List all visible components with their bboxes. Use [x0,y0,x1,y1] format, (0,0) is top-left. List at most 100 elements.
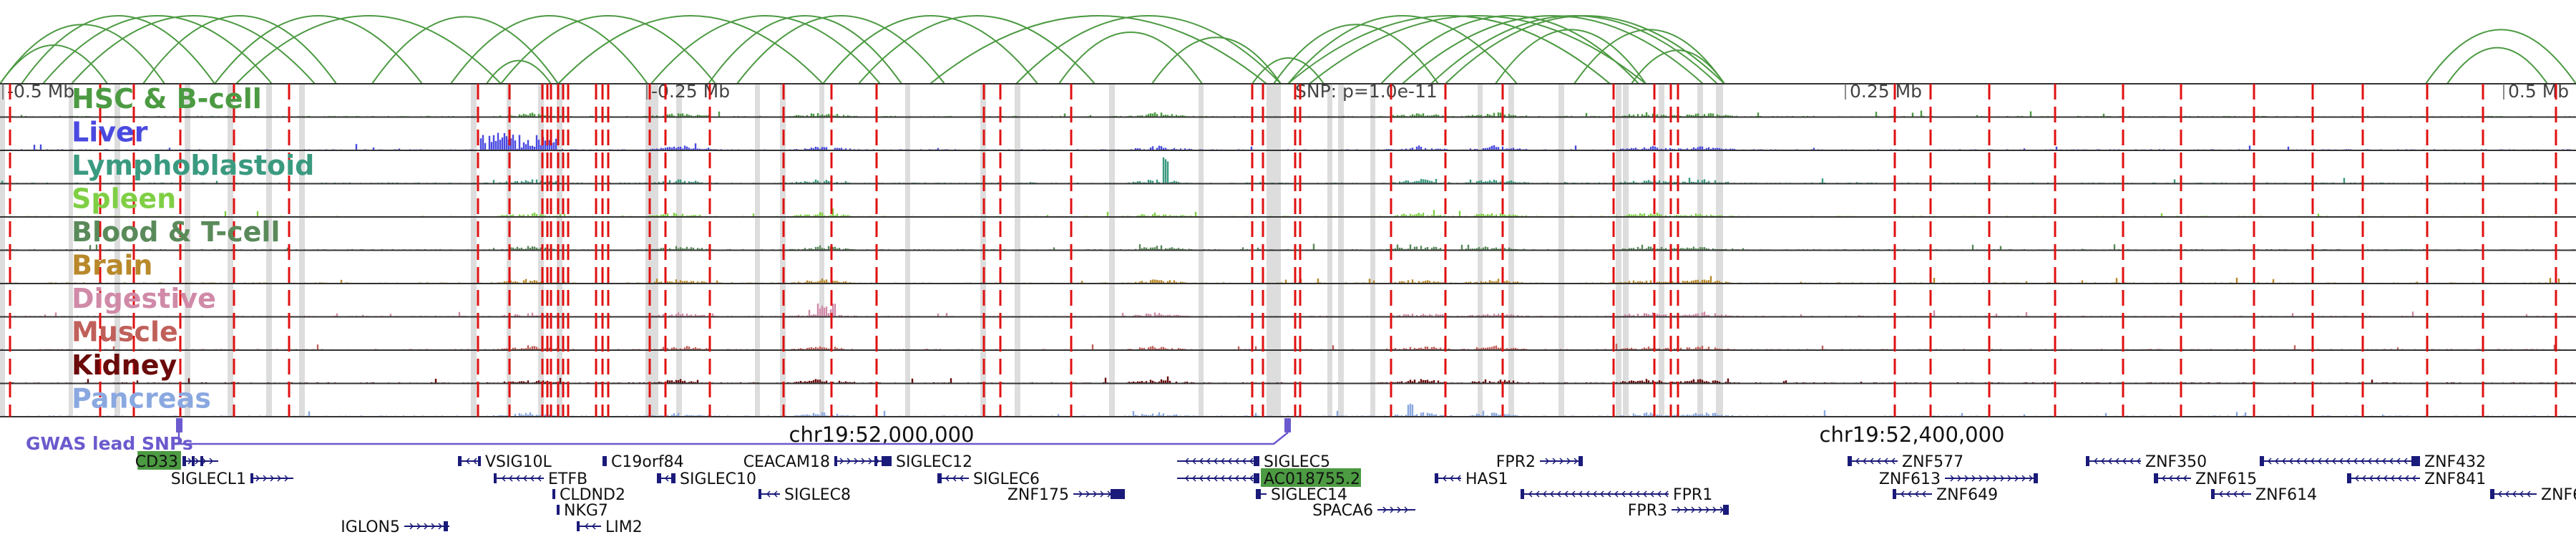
strand-arrow [1574,458,1579,465]
gene-siglec10[interactable]: SIGLEC10 [657,470,756,488]
strand-arrow [2376,475,2381,482]
strand-arrow [1191,458,1196,465]
strand-arrow [2324,458,2329,465]
gene-siglec8[interactable]: SIGLEC8 [758,486,851,504]
gene-znf649[interactable]: ZNF649 [1893,486,1998,504]
interaction-arc [1273,24,1439,84]
interaction-arc [930,15,1267,84]
gene-label: ZNF175 [1008,486,1069,504]
gene-label: NKG7 [564,502,608,520]
gene-label: CD33 [135,453,178,471]
gene-siglec6[interactable]: SIGLEC6 [937,470,1040,488]
gene-znf432[interactable]: ZNF432 [2260,453,2486,471]
strand-arrow [2281,458,2286,465]
gene-znf6[interactable]: ZNF6 [2490,486,2576,504]
strand-arrow [1691,506,1696,513]
gene-label: AC018755.2 [1264,470,1360,488]
gene-siglec14[interactable]: SIGLEC14 [1256,486,1347,504]
gene-fpr1[interactable]: FPR1 [1521,486,1712,504]
strand-arrow [2361,475,2366,482]
gene-lim2[interactable]: LIM2 [577,518,643,536]
gene-label: ZNF432 [2424,453,2486,471]
gwas-label: GWAS lead SNPs [26,433,193,454]
ruler-tick-label: 0.5 Mb [2508,81,2569,102]
gene-iglon5[interactable]: IGLON5 [341,518,449,536]
strand-arrow [2093,458,2098,465]
strand-arrow [2374,458,2379,465]
strand-arrow [2274,458,2279,465]
strand-arrow [2519,490,2524,498]
gene-siglec12[interactable]: SIGLEC12 [874,453,972,471]
strand-arrow [1862,458,1867,465]
strand-arrow [2411,475,2416,482]
gene-siglec5[interactable]: SIGLEC5 [1177,453,1330,471]
gene-fpr2[interactable]: FPR2 [1496,453,1583,471]
signal-track-1 [0,132,2575,150]
gene-label: SIGLEC8 [784,486,851,504]
exon [2490,489,2494,499]
gene-cldnd2[interactable]: CLDND2 [552,486,625,504]
gene-vsig10l[interactable]: VSIG10L [458,453,552,471]
strand-arrow [1914,490,1919,498]
strand-arrow [766,490,771,498]
interaction-arc [1574,29,1725,84]
strand-arrow [195,458,200,465]
strand-arrow [2233,490,2238,498]
strand-arrow [2368,475,2373,482]
strand-arrow [854,458,859,465]
gene-spaca6[interactable]: SPACA6 [1312,502,1415,520]
strand-arrow [2168,475,2173,482]
strand-arrow [591,523,596,530]
gene-znf613[interactable]: ZNF613 [1879,470,2038,488]
strand-arrow [1404,506,1409,513]
gene-znf614[interactable]: ZNF614 [2211,486,2317,504]
gene-znf841[interactable]: ZNF841 [2347,470,2486,488]
gene-has1[interactable]: HAS1 [1435,470,1508,488]
strand-arrow [1907,490,1912,498]
strand-arrow [1456,475,1461,482]
gene-znf350[interactable]: ZNF350 [2086,453,2207,471]
gene-fpr3[interactable]: FPR3 [1628,502,1729,520]
gene-c19orf84[interactable]: C19orf84 [602,453,684,471]
strand-arrow [1100,490,1105,498]
interaction-arc [1252,57,1324,84]
gene-znf615[interactable]: ZNF615 [2154,470,2257,488]
interaction-arc [1495,29,1646,84]
strand-arrow [1545,458,1550,465]
strand-arrow [508,475,513,482]
gene-etfb[interactable]: ETFB [494,470,587,488]
strand-arrow [1191,475,1196,482]
gene-label: VSIG10L [485,453,552,471]
gene-cd33[interactable]: CD33 [135,451,218,471]
gene-ceacam18[interactable]: CEACAM18 [743,453,887,471]
gene-ac018755.2[interactable]: AC018755.2 [1177,468,1361,488]
strand-arrow [2240,490,2245,498]
strand-arrow [515,475,520,482]
strand-arrow [1227,475,1232,482]
gwas-marker[interactable] [1284,418,1291,432]
interaction-arc [1309,15,1646,84]
exon [458,456,462,466]
gene-znf577[interactable]: ZNF577 [1848,453,1963,471]
strand-arrow [2107,458,2112,465]
strand-arrow [1869,458,1874,465]
strand-arrow [270,475,275,482]
track-label-5: Brain [72,250,152,281]
strand-arrow [263,475,268,482]
gene-siglecl1[interactable]: SIGLECL1 [171,470,293,488]
interaction-arc [1631,49,1725,84]
strand-arrow [1635,490,1640,498]
strand-arrow [1397,506,1402,513]
gwas-marker[interactable] [176,418,182,432]
track-label-3: Spleen [72,183,176,215]
gene-znf175[interactable]: ZNF175 [1008,486,1125,504]
exon [887,456,892,466]
gwas-lead-snps[interactable]: GWAS lead SNPs [26,418,1291,454]
strand-arrow [409,523,414,530]
strand-arrow [537,475,542,482]
gene-highlight [1261,468,1361,487]
gene-nkg7[interactable]: NKG7 [557,502,608,520]
strand-arrow [1234,458,1239,465]
